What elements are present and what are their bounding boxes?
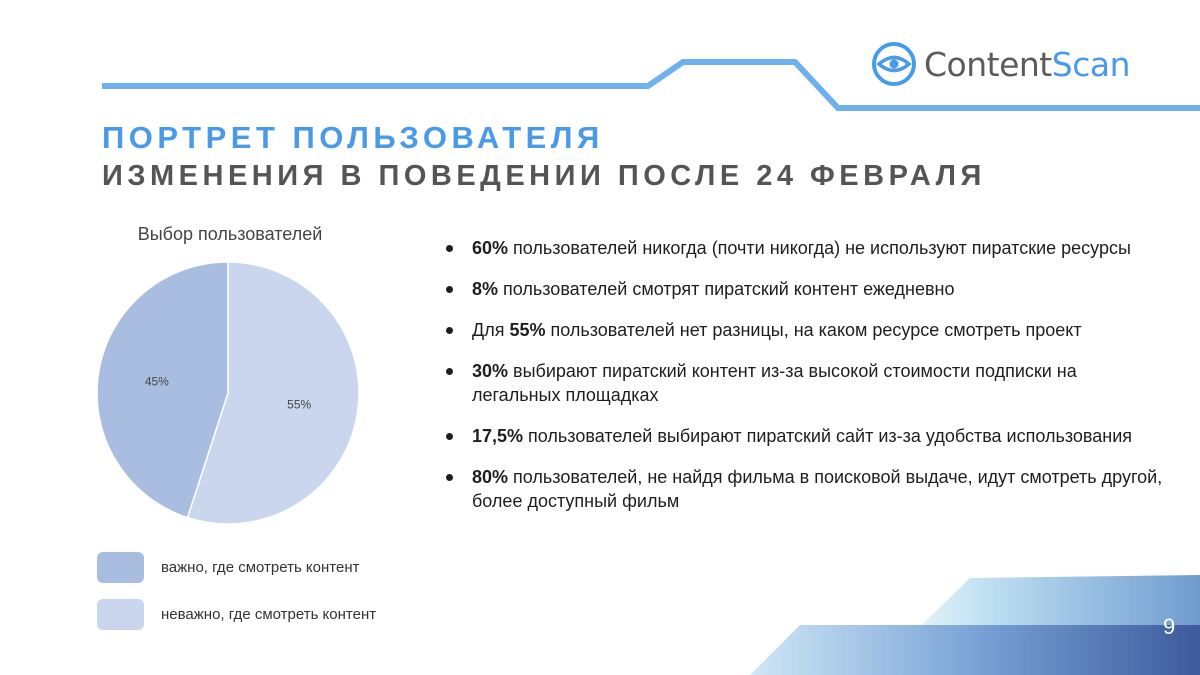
corner-gradient-front: [750, 625, 1200, 675]
legend-label-unimportant: неважно, где смотреть контент: [161, 605, 377, 623]
page-number: 9: [1163, 614, 1176, 639]
finding-item: Для 55% пользователей нет разницы, на ка…: [444, 318, 1164, 342]
pie-slice-unimportant: [186, 261, 360, 525]
finding-item: 80% пользователей, не найдя фильма в пои…: [444, 465, 1164, 513]
chart-legend: важно, где смотреть контент неважно, где…: [97, 550, 376, 644]
contentscan-logo: ContentScan: [870, 40, 1130, 88]
findings-list: 60% пользователей никогда (почти никогда…: [444, 236, 1164, 530]
page-title: ПОРТРЕТ ПОЛЬЗОВАТЕЛЯ: [102, 120, 604, 155]
legend-swatch-important: [97, 551, 144, 583]
pie-slice-important: [96, 261, 229, 519]
finding-item: 17,5% пользователей выбирают пиратский с…: [444, 424, 1164, 448]
pie-chart: 55% 45%: [96, 261, 360, 525]
legend-label-important: важно, где смотреть контент: [161, 558, 360, 576]
finding-item: 30% выбирают пиратский контент из-за выс…: [444, 359, 1164, 407]
finding-item: 8% пользователей смотрят пиратский конте…: [444, 277, 1164, 301]
logo-text: ContentScan: [924, 44, 1130, 84]
pie-label-unimportant: 55%: [287, 397, 311, 411]
header-line: [102, 59, 1200, 111]
chart-title: Выбор пользователей: [137, 224, 323, 244]
logo-eye-icon: [872, 42, 916, 86]
pie-label-important: 45%: [145, 375, 169, 389]
legend-swatch-unimportant: [97, 598, 144, 630]
legend-item-unimportant: неважно, где смотреть контент: [97, 597, 376, 631]
legend-item-important: важно, где смотреть контент: [97, 550, 376, 584]
finding-item: 60% пользователей никогда (почти никогда…: [444, 236, 1164, 260]
page-subtitle: ИЗМЕНЕНИЯ В ПОВЕДЕНИИ ПОСЛЕ 24 ФЕВРАЛЯ: [102, 160, 986, 192]
